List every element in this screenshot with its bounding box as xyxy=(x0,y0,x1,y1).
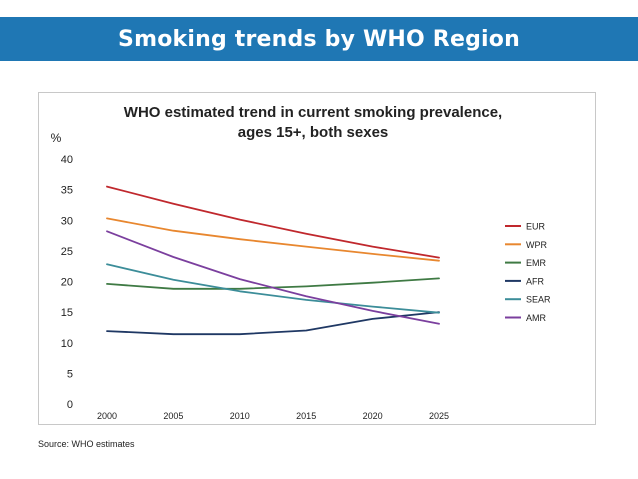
y-tick-label: 30 xyxy=(61,215,73,227)
chart-frame: WHO estimated trend in current smoking p… xyxy=(38,92,596,425)
x-tick-label: 2010 xyxy=(230,411,250,421)
series-line-sear xyxy=(106,263,440,314)
y-axis-label: % xyxy=(51,131,62,145)
legend-label-emr: EMR xyxy=(526,258,547,268)
legend-label-wpr: WPR xyxy=(526,240,547,250)
series-line-amr xyxy=(106,230,440,325)
chart-title-line-2: ages 15+, both sexes xyxy=(238,124,389,141)
y-tick-label: 0 xyxy=(67,399,73,411)
x-tick-label: 2015 xyxy=(296,411,316,421)
series-line-eur xyxy=(106,185,440,259)
y-tick-label: 15 xyxy=(61,307,73,319)
legend: EUR WPR EMR AFR SEAR AMR xyxy=(505,222,551,323)
series-line-afr xyxy=(106,311,440,336)
x-tick-label: 2000 xyxy=(97,411,117,421)
y-tick-label: 10 xyxy=(61,338,73,350)
x-tick-label: 2005 xyxy=(163,411,183,421)
slide-title-banner: Smoking trends by WHO Region xyxy=(0,17,638,61)
legend-label-afr: AFR xyxy=(526,276,545,286)
source-note: Source: WHO estimates xyxy=(38,439,135,449)
chart-title-line-1: WHO estimated trend in current smoking p… xyxy=(124,104,502,121)
legend-label-eur: EUR xyxy=(526,222,546,232)
y-tick-label: 20 xyxy=(61,277,73,289)
y-tick-label: 40 xyxy=(61,154,73,166)
y-tick-label: 25 xyxy=(61,246,73,258)
series-line-wpr xyxy=(106,217,440,262)
y-tick-label: 5 xyxy=(67,368,73,380)
smoking-prevalence-chart: WHO estimated trend in current smoking p… xyxy=(51,104,551,421)
legend-label-amr: AMR xyxy=(526,313,547,323)
slide-title: Smoking trends by WHO Region xyxy=(118,26,520,52)
x-tick-label: 2025 xyxy=(429,411,449,421)
y-tick-label: 35 xyxy=(61,185,73,197)
x-tick-label: 2020 xyxy=(363,411,383,421)
legend-label-sear: SEAR xyxy=(526,295,551,305)
